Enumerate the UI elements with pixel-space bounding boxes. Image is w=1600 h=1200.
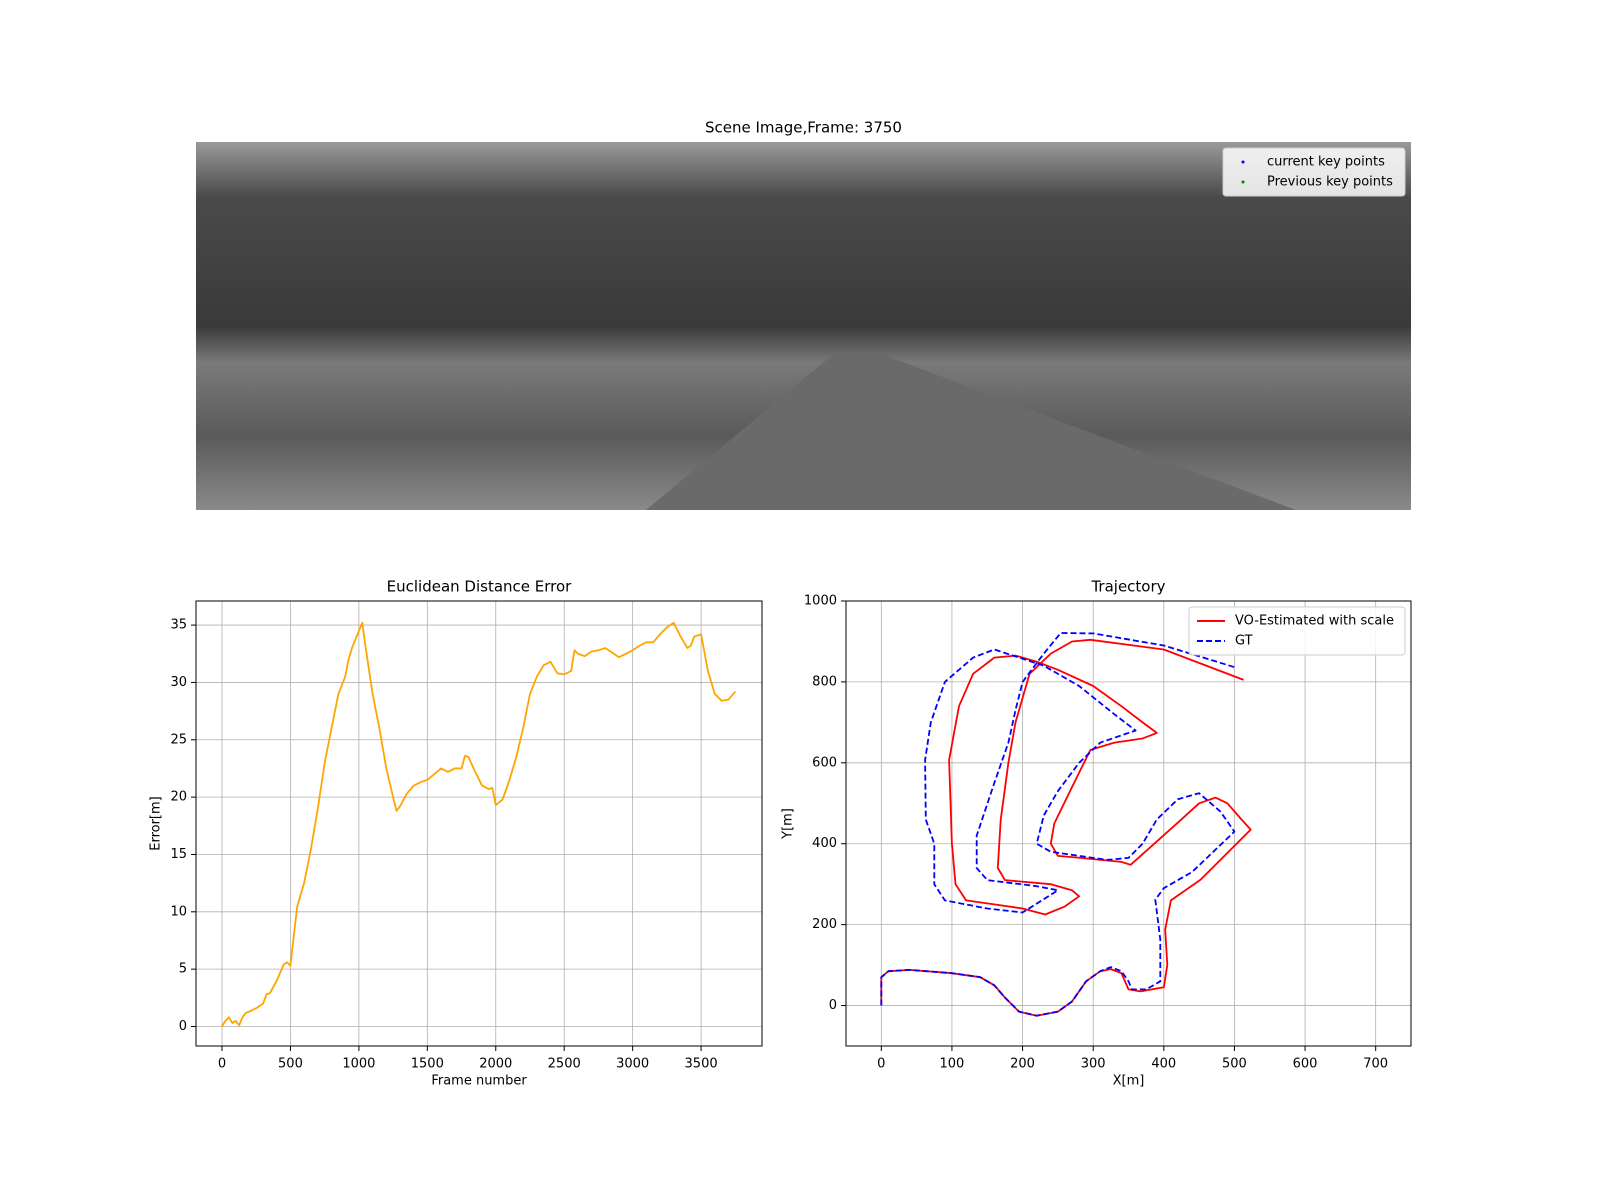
x-tick-label: 3500 bbox=[685, 1057, 718, 1072]
legend-label: VO-Estimated with scale bbox=[1235, 614, 1394, 629]
chart-title: Trajectory bbox=[1090, 578, 1165, 596]
y-tick-label: 200 bbox=[812, 917, 837, 932]
y-tick-label: 20 bbox=[170, 790, 187, 805]
x-tick-label: 600 bbox=[1293, 1057, 1318, 1072]
x-tick-label: 300 bbox=[1081, 1057, 1106, 1072]
x-tick-label: 1500 bbox=[411, 1057, 444, 1072]
legend-box bbox=[1188, 606, 1406, 656]
y-tick-label: 15 bbox=[170, 847, 187, 862]
x-tick-label: 2500 bbox=[548, 1057, 581, 1072]
data-line bbox=[880, 632, 1237, 1017]
legend-box bbox=[1222, 147, 1406, 197]
x-tick-label: 700 bbox=[1363, 1057, 1388, 1072]
axes-frame bbox=[195, 600, 763, 1047]
x-tick-label: 0 bbox=[877, 1057, 885, 1072]
y-tick-label: 0 bbox=[829, 998, 837, 1013]
y-tick-label: 800 bbox=[812, 674, 837, 689]
x-axis-label: X[m] bbox=[1113, 1074, 1145, 1089]
y-tick-label: 25 bbox=[170, 732, 187, 747]
chart-title: Euclidean Distance Error bbox=[387, 578, 573, 596]
y-axis-label: Error[m] bbox=[149, 796, 164, 851]
legend-marker bbox=[1241, 180, 1245, 184]
y-tick-label: 35 bbox=[170, 618, 187, 633]
legend-label: GT bbox=[1235, 634, 1253, 649]
x-tick-label: 2000 bbox=[479, 1057, 512, 1072]
y-tick-label: 400 bbox=[812, 836, 837, 851]
y-tick-label: 600 bbox=[812, 755, 837, 770]
y-tick-label: 30 bbox=[170, 675, 187, 690]
chart-title: Scene Image,Frame: 3750 bbox=[705, 119, 902, 137]
x-tick-label: 0 bbox=[218, 1057, 226, 1072]
data-line bbox=[880, 638, 1252, 1017]
x-tick-label: 400 bbox=[1151, 1057, 1176, 1072]
x-tick-label: 500 bbox=[278, 1057, 303, 1072]
y-tick-label: 0 bbox=[179, 1019, 187, 1034]
y-tick-label: 10 bbox=[170, 904, 187, 919]
y-axis-label: Y[m] bbox=[781, 808, 796, 840]
legend-label: current key points bbox=[1267, 155, 1385, 170]
road bbox=[646, 352, 1296, 510]
x-tick-label: 200 bbox=[1010, 1057, 1035, 1072]
x-tick-label: 3000 bbox=[616, 1057, 649, 1072]
y-tick-label: 1000 bbox=[804, 594, 837, 609]
legend-marker bbox=[1241, 160, 1245, 164]
x-tick-label: 1000 bbox=[342, 1057, 375, 1072]
x-axis-label: Frame number bbox=[431, 1074, 527, 1089]
axes-frame bbox=[845, 600, 1412, 1047]
legend-label: Previous key points bbox=[1267, 175, 1393, 190]
data-line bbox=[221, 621, 736, 1027]
y-tick-label: 5 bbox=[179, 962, 187, 977]
x-tick-label: 100 bbox=[940, 1057, 965, 1072]
x-tick-label: 500 bbox=[1222, 1057, 1247, 1072]
